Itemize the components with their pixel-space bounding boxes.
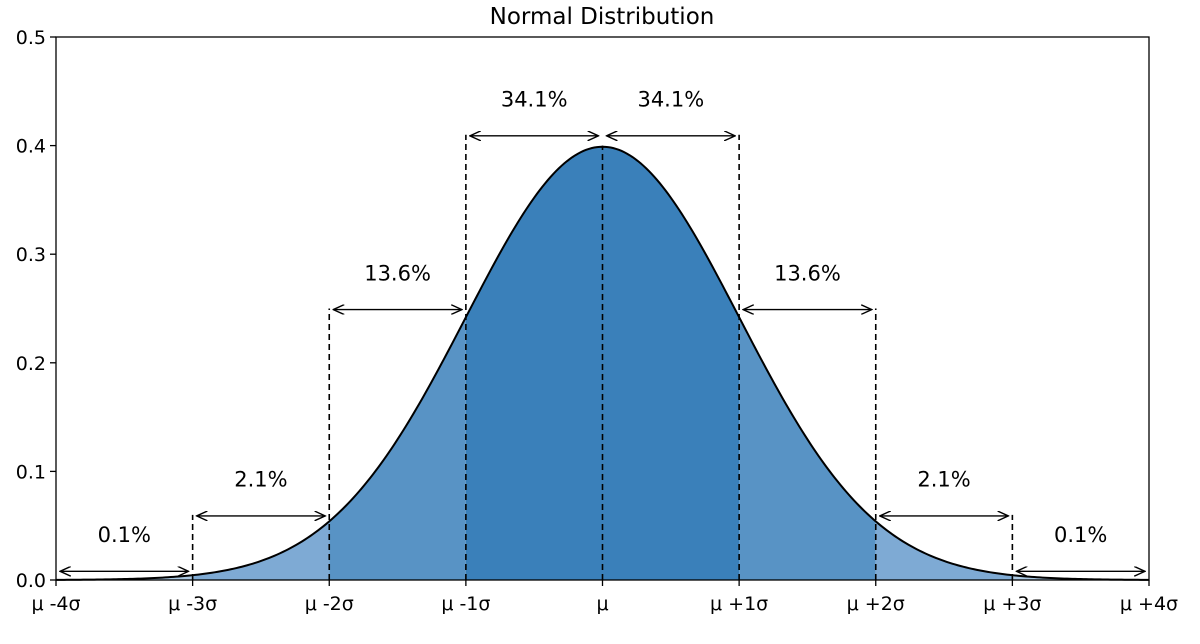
- x-tick-label-1: μ -3σ: [168, 593, 217, 615]
- band-area-7: [1012, 575, 1149, 580]
- annotation-label-4: 34.1%: [637, 88, 704, 112]
- x-tick-label-6: μ +2σ: [847, 593, 905, 615]
- band-area-4: [602, 146, 740, 580]
- y-tick-label-5: 0.5: [16, 27, 46, 49]
- band-area-1: [192, 521, 330, 580]
- y-tick-label-0: 0.0: [16, 570, 46, 592]
- annotation-label-2: 13.6%: [364, 261, 431, 285]
- y-tick-label-1: 0.1: [16, 461, 46, 483]
- annotation-label-5: 13.6%: [774, 261, 841, 285]
- x-tick-label-4: μ: [596, 593, 608, 615]
- x-tick-label-5: μ +1σ: [710, 593, 768, 615]
- annotation-label-3: 34.1%: [501, 88, 568, 112]
- x-tick-label-0: μ -4σ: [31, 593, 80, 615]
- y-tick-label-2: 0.2: [16, 353, 46, 375]
- x-tick-label-7: μ +3σ: [983, 593, 1041, 615]
- annotation-label-1: 2.1%: [234, 468, 287, 492]
- chart-title: Normal Distribution: [490, 4, 715, 30]
- sigma-dashed-lines: [191, 134, 1014, 580]
- x-axis-ticks: μ -4σ μ -3σ μ -2σ μ -1σ μ μ +1σ μ +2σ μ +3σ μ +4…: [31, 580, 1178, 615]
- x-tick-label-3: μ -1σ: [441, 593, 490, 615]
- annotation-label-7: 0.1%: [1054, 523, 1107, 547]
- x-tick-label-2: μ -2σ: [305, 593, 354, 615]
- percentage-annotations: 0.1% 2.1% 13.6% 34.1% 34.1% 13.6% 2.1% 0.1%: [60, 88, 1145, 572]
- y-tick-label-4: 0.4: [16, 136, 46, 158]
- band-area-6: [875, 521, 1013, 580]
- annotation-label-6: 2.1%: [917, 468, 970, 492]
- y-tick-label-3: 0.3: [16, 244, 46, 266]
- band-area-3: [465, 146, 603, 580]
- annotation-label-0: 0.1%: [98, 523, 151, 547]
- band-area-0: [56, 575, 193, 580]
- x-tick-label-8: μ +4σ: [1120, 593, 1178, 615]
- y-axis-ticks: 0.0 0.1 0.2 0.3 0.4 0.5: [16, 27, 56, 592]
